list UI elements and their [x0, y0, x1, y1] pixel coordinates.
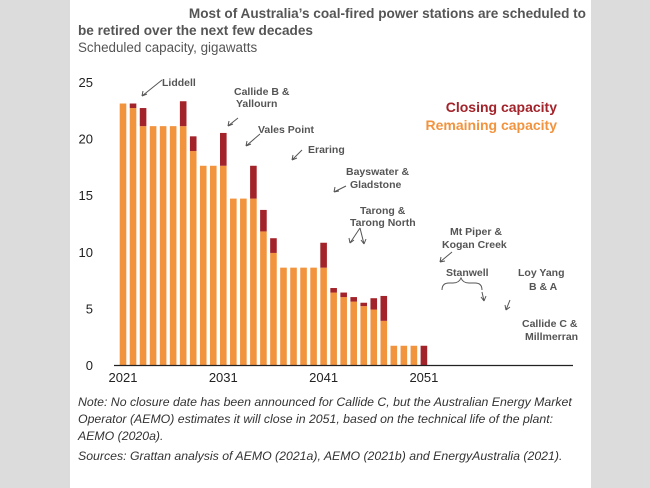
label-tarong-2: Tarong North — [350, 217, 416, 229]
bar-closing-2045 — [360, 302, 368, 307]
chart-panel: Most of Australia’s coal-fired power sta… — [70, 0, 591, 488]
bar-remaining-2023 — [139, 126, 147, 365]
bar-remaining-2025 — [159, 126, 167, 365]
leader-mt-piper — [439, 251, 453, 263]
chart-title-line-1: Most of Australia’s coal-fired power sta… — [188, 6, 586, 21]
bar-remaining-2040 — [310, 267, 317, 365]
bar-chart: 0 5 10 15 20 25 2021 2031 2041 2051 Closing capac… — [79, 75, 579, 385]
label-callide-c-2: Millmerran — [525, 331, 578, 343]
bar-closing-2036 — [270, 238, 277, 253]
x-tick-2051: 2051 — [409, 370, 438, 385]
bar-remaining-2027 — [179, 126, 187, 365]
y-tick-0: 0 — [86, 358, 93, 373]
leader-loy-yang — [504, 299, 511, 311]
x-tick-2041: 2041 — [309, 370, 338, 385]
x-tick-2031: 2031 — [209, 370, 238, 385]
bar-remaining-2036 — [270, 252, 277, 365]
leader-callide-b — [227, 117, 239, 127]
bracket-stanwell — [441, 276, 483, 291]
bar-remaining-2048 — [390, 345, 398, 365]
leader-tarong — [348, 227, 367, 245]
bar-remaining-2021 — [119, 103, 127, 366]
bar-closing-2034 — [250, 165, 257, 199]
bar-remaining-2045 — [360, 306, 368, 365]
chart-subtitle: Scheduled capacity, gigawatts — [78, 40, 258, 55]
leader-eraring — [291, 149, 303, 161]
y-tick-10: 10 — [79, 245, 93, 260]
bar-closing-2041 — [320, 242, 327, 268]
y-tick-25: 25 — [79, 75, 93, 90]
bar-closing-2047 — [380, 295, 388, 321]
bar-closing-2046 — [370, 298, 378, 310]
bar-remaining-2038 — [290, 267, 297, 365]
label-loy-yang-2: B & A — [529, 281, 558, 293]
bar-closing-2031 — [220, 132, 227, 166]
chart-sources: Sources: Grattan analysis of AEMO (2021a… — [78, 449, 563, 463]
bar-remaining-2033 — [240, 198, 247, 365]
label-tarong-1: Tarong & — [360, 205, 406, 217]
label-liddell: Liddell — [162, 77, 196, 89]
bar-remaining-2026 — [169, 126, 177, 365]
bar-remaining-2024 — [149, 126, 157, 365]
bar-remaining-2044 — [350, 301, 357, 365]
leader-liddell — [141, 79, 163, 97]
annotation-labels: Liddell Callide B & Yallourn Vales Point… — [162, 77, 578, 343]
chart-note: Note: No closure date has been announced… — [78, 395, 572, 443]
bar-remaining-2037 — [280, 267, 287, 365]
y-tick-5: 5 — [86, 301, 93, 316]
bar-remaining-2031 — [220, 165, 227, 365]
leader-stanwell — [480, 291, 487, 302]
label-mt-piper-2: Kogan Creek — [442, 239, 507, 251]
bar-remaining-2035 — [260, 231, 267, 365]
bar-remaining-2030 — [209, 165, 217, 365]
label-loy-yang-1: Loy Yang — [518, 267, 565, 279]
leader-vales-point — [245, 133, 261, 147]
axes-group: 0 5 10 15 20 25 2021 2031 2041 2051 — [79, 75, 573, 385]
bar-closing-2043 — [340, 292, 347, 298]
label-eraring: Eraring — [308, 144, 345, 156]
bar-closing-2035 — [260, 209, 267, 232]
label-bayswater-2: Gladstone — [350, 179, 402, 191]
leader-bayswater — [333, 185, 347, 193]
legend-remaining: Remaining capacity — [426, 117, 558, 133]
bar-remaining-2041 — [320, 267, 327, 365]
bar-remaining-2050 — [410, 345, 418, 365]
bar-remaining-2039 — [300, 267, 307, 365]
label-callide-c-1: Callide C & — [522, 318, 578, 330]
bar-remaining-2043 — [340, 297, 347, 365]
bar-closing-2023 — [139, 108, 147, 127]
label-callide-b-2: Yallourn — [236, 98, 277, 110]
bar-remaining-2034 — [250, 198, 257, 365]
bar-remaining-2046 — [370, 309, 378, 365]
bar-remaining-2028 — [189, 151, 197, 365]
bar-closing-2022 — [129, 103, 137, 109]
bar-closing-2042 — [330, 288, 337, 293]
label-stanwell: Stanwell — [446, 267, 489, 279]
bar-closing-2028 — [189, 136, 197, 152]
label-vales-point: Vales Point — [258, 124, 315, 136]
x-tick-2021: 2021 — [109, 370, 138, 385]
chart-title: Most of Australia’s coal-fired power sta… — [78, 5, 590, 39]
bars-group — [119, 101, 428, 366]
bar-remaining-2029 — [199, 165, 207, 365]
label-callide-b-1: Callide B & — [234, 86, 290, 98]
bar-closing-2044 — [350, 297, 357, 302]
annotations — [141, 79, 511, 311]
chart-title-line-2: be retired over the next few decades — [78, 23, 313, 38]
bar-remaining-2042 — [330, 292, 337, 365]
bar-remaining-2049 — [400, 345, 408, 365]
bar-remaining-2032 — [230, 198, 237, 365]
legend-closing: Closing capacity — [446, 99, 557, 115]
y-tick-15: 15 — [79, 188, 93, 203]
y-tick-20: 20 — [79, 132, 93, 147]
label-mt-piper-1: Mt Piper & — [450, 226, 502, 238]
label-bayswater-1: Bayswater & — [346, 166, 409, 178]
bar-remaining-2022 — [129, 108, 137, 365]
bar-closing-2051 — [420, 345, 428, 365]
bar-closing-2027 — [179, 101, 187, 127]
bar-remaining-2047 — [380, 320, 388, 365]
